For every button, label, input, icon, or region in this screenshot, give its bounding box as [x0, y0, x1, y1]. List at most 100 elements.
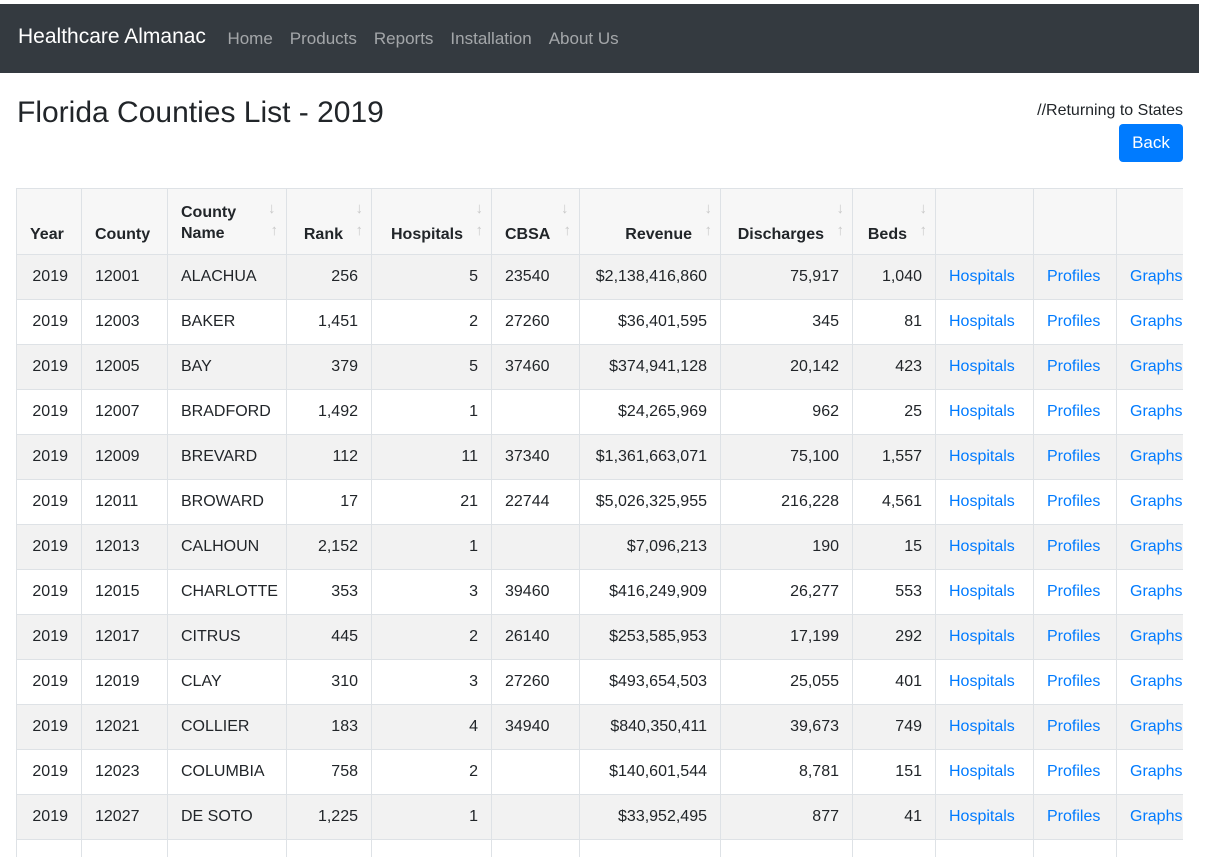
- sort-arrows-icon[interactable]: ↓ ↑: [702, 200, 713, 241]
- profiles-link[interactable]: Profiles: [1033, 254, 1117, 300]
- hospitals-link[interactable]: Hospitals: [935, 389, 1034, 435]
- hospitals-link[interactable]: Hospitals: [935, 524, 1034, 570]
- profiles-link[interactable]: Profiles: [1033, 569, 1117, 615]
- sort-arrows-icon[interactable]: ↓ ↑: [268, 201, 278, 241]
- hospitals-link[interactable]: Hospitals: [935, 569, 1034, 615]
- sort-up-icon: ↑: [355, 222, 364, 239]
- sort-arrow-stack: ↓ ↑: [917, 201, 928, 241]
- hospitals-link[interactable]: Hospitals: [935, 479, 1034, 525]
- graphs-link[interactable]: Graphs: [1116, 344, 1183, 390]
- header-rank[interactable]: Rank ↓ ↑: [286, 188, 372, 255]
- cell-cbsa: 34940: [491, 704, 580, 750]
- cell-year: 2019: [16, 344, 82, 390]
- graphs-link[interactable]: Graphs: [1116, 614, 1183, 660]
- nav-reports[interactable]: Reports: [373, 28, 434, 48]
- sort-arrows-icon[interactable]: ↓ ↑: [353, 201, 364, 241]
- cell-beds: 1,557: [852, 434, 936, 480]
- sort-arrows-icon[interactable]: ↓ ↑: [834, 200, 845, 241]
- hospitals-link[interactable]: Hospitals: [935, 704, 1034, 750]
- graphs-link[interactable]: Graphs: [1116, 704, 1183, 750]
- cell-hospitals: 5: [371, 254, 492, 300]
- nav-about-us[interactable]: About Us: [548, 28, 619, 48]
- profiles-link[interactable]: Profiles: [1033, 614, 1117, 660]
- graphs-link[interactable]: Graphs: [1116, 479, 1183, 525]
- graphs-link[interactable]: Graphs: [1116, 524, 1183, 570]
- header-cbsa[interactable]: CBSA ↓ ↑: [491, 188, 580, 255]
- graphs-link[interactable]: Graphs: [1116, 794, 1183, 840]
- table-row: 2019 12017 CITRUS 445 2 26140 $253,585,953 17,1…: [16, 614, 1183, 660]
- sort-arrows-icon[interactable]: ↓ ↑: [561, 201, 571, 241]
- profiles-link[interactable]: Profiles: [1033, 479, 1117, 525]
- profiles-link[interactable]: [1033, 839, 1117, 857]
- cell-county-name: [167, 839, 287, 857]
- hospitals-link[interactable]: [935, 839, 1034, 857]
- hospitals-link[interactable]: Hospitals: [935, 344, 1034, 390]
- header-hospitals[interactable]: Hospitals ↓ ↑: [371, 188, 492, 255]
- cell-year: 2019: [16, 434, 82, 480]
- cell-discharges: 962: [720, 389, 853, 435]
- hospitals-link[interactable]: Hospitals: [935, 434, 1034, 480]
- header-beds[interactable]: Beds ↓ ↑: [852, 188, 936, 255]
- profiles-link[interactable]: Profiles: [1033, 299, 1117, 345]
- cell-year: 2019: [16, 254, 82, 300]
- sort-down-icon: ↓: [836, 200, 845, 217]
- profiles-link[interactable]: Profiles: [1033, 524, 1117, 570]
- graphs-link[interactable]: Graphs: [1116, 389, 1183, 435]
- graphs-link[interactable]: Graphs: [1116, 434, 1183, 480]
- nav-products[interactable]: Products: [289, 28, 357, 48]
- header-discharges[interactable]: Discharges ↓ ↑: [720, 188, 853, 255]
- counties-table-container: Year County County Name ↓ ↑ Rank ↓ ↑ Hospitals ↓ ↑…: [16, 188, 1183, 857]
- cell-discharges: 75,917: [720, 254, 853, 300]
- cell-revenue: $2,138,416,860: [579, 254, 721, 300]
- graphs-link[interactable]: Graphs: [1116, 659, 1183, 705]
- sort-arrows-icon[interactable]: ↓ ↑: [473, 201, 484, 241]
- hospitals-link[interactable]: Hospitals: [935, 659, 1034, 705]
- brand-logo[interactable]: Healthcare Almanac: [18, 24, 206, 48]
- profiles-link[interactable]: Profiles: [1033, 344, 1117, 390]
- cell-county: 12017: [81, 614, 168, 660]
- cell-beds: 423: [852, 344, 936, 390]
- header-revenue[interactable]: Revenue ↓ ↑: [579, 188, 721, 255]
- profiles-link[interactable]: Profiles: [1033, 434, 1117, 480]
- sort-down-icon: ↓: [268, 200, 276, 217]
- graphs-link[interactable]: Graphs: [1116, 254, 1183, 300]
- profiles-link[interactable]: Profiles: [1033, 389, 1117, 435]
- cell-county: 12005: [81, 344, 168, 390]
- cell-discharges: 8,781: [720, 749, 853, 795]
- hospitals-link[interactable]: Hospitals: [935, 749, 1034, 795]
- graphs-link[interactable]: Graphs: [1116, 569, 1183, 615]
- cell-rank: 1,451: [286, 299, 372, 345]
- profiles-link[interactable]: Profiles: [1033, 704, 1117, 750]
- header-county: County: [81, 188, 168, 255]
- cell-cbsa: [491, 389, 580, 435]
- graphs-link[interactable]: [1116, 839, 1183, 857]
- graphs-link[interactable]: Graphs: [1116, 299, 1183, 345]
- sort-arrows-icon[interactable]: ↓ ↑: [917, 201, 928, 241]
- table-row: 2019 12009 BREVARD 112 11 37340 $1,361,663,071…: [16, 434, 1183, 480]
- hospitals-link[interactable]: Hospitals: [935, 614, 1034, 660]
- hospitals-link[interactable]: Hospitals: [935, 299, 1034, 345]
- cell-revenue: $416,249,909: [579, 569, 721, 615]
- graphs-link[interactable]: Graphs: [1116, 749, 1183, 795]
- profiles-link[interactable]: Profiles: [1033, 794, 1117, 840]
- cell-year: 2019: [16, 389, 82, 435]
- profiles-link[interactable]: Profiles: [1033, 749, 1117, 795]
- hospitals-link[interactable]: Hospitals: [935, 254, 1034, 300]
- header-county-name[interactable]: County Name ↓ ↑: [167, 188, 287, 255]
- cell-revenue: $24,265,969: [579, 389, 721, 435]
- sort-arrow-stack: ↓ ↑: [268, 201, 278, 241]
- cell-rank: 112: [286, 434, 372, 480]
- cell-revenue: [579, 839, 721, 857]
- table-row: 2019 12005 BAY 379 5 37460 $374,941,128 20,142 4…: [16, 344, 1183, 390]
- cell-discharges: 39,673: [720, 704, 853, 750]
- cell-cbsa: 37340: [491, 434, 580, 480]
- cell-county: 12009: [81, 434, 168, 480]
- nav-home[interactable]: Home: [227, 28, 273, 48]
- cell-county: 12027: [81, 794, 168, 840]
- profiles-link[interactable]: Profiles: [1033, 659, 1117, 705]
- nav-installation[interactable]: Installation: [450, 28, 532, 48]
- back-button[interactable]: Back: [1119, 124, 1183, 162]
- sort-down-icon: ↓: [704, 200, 713, 217]
- cell-county: 12015: [81, 569, 168, 615]
- hospitals-link[interactable]: Hospitals: [935, 794, 1034, 840]
